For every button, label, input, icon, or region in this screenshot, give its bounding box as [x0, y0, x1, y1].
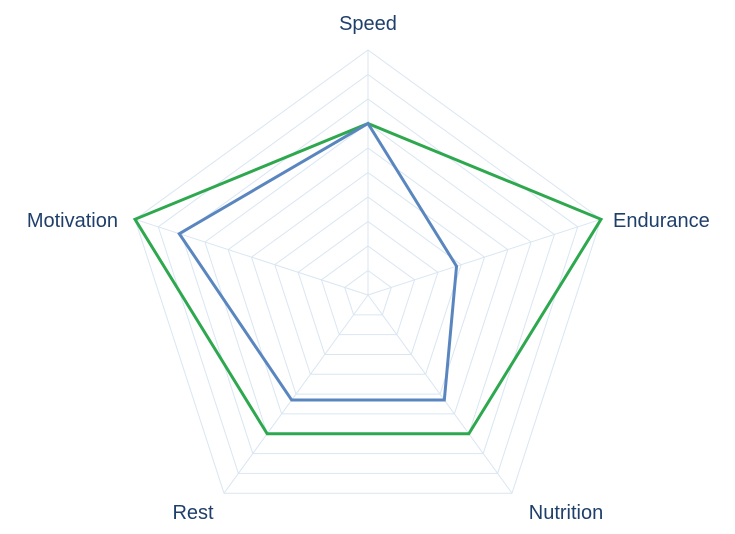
spoke-endurance: [367, 218, 602, 296]
axis-label-endurance: Endurance: [613, 210, 710, 232]
series-1-line: [132, 121, 604, 436]
grid-ring-8: [181, 98, 555, 455]
grid-ring-6: [227, 147, 509, 415]
spoke-nutrition: [367, 294, 513, 494]
grid-ring-1: [344, 269, 392, 316]
grid-ring-2: [320, 245, 416, 336]
grid-ring-3: [297, 220, 439, 355]
grid-ring-4: [274, 196, 462, 375]
axis-label-speed: Speed: [339, 13, 397, 35]
axis-label-rest: Rest: [172, 502, 214, 524]
axis-labels: Speed Endurance Nutrition Rest Motivatio…: [27, 13, 710, 524]
spoke-motivation: [134, 218, 369, 296]
grid-ring-10: [134, 49, 602, 494]
axis-label-nutrition: Nutrition: [529, 502, 603, 524]
series-2-line: [177, 121, 459, 402]
grid-ring-9: [157, 73, 579, 474]
grid-ring-5: [250, 171, 486, 395]
radar-grid: [134, 49, 602, 494]
spoke-rest: [223, 294, 369, 494]
radar-series: [132, 121, 604, 436]
axis-label-motivation: Motivation: [27, 210, 118, 232]
